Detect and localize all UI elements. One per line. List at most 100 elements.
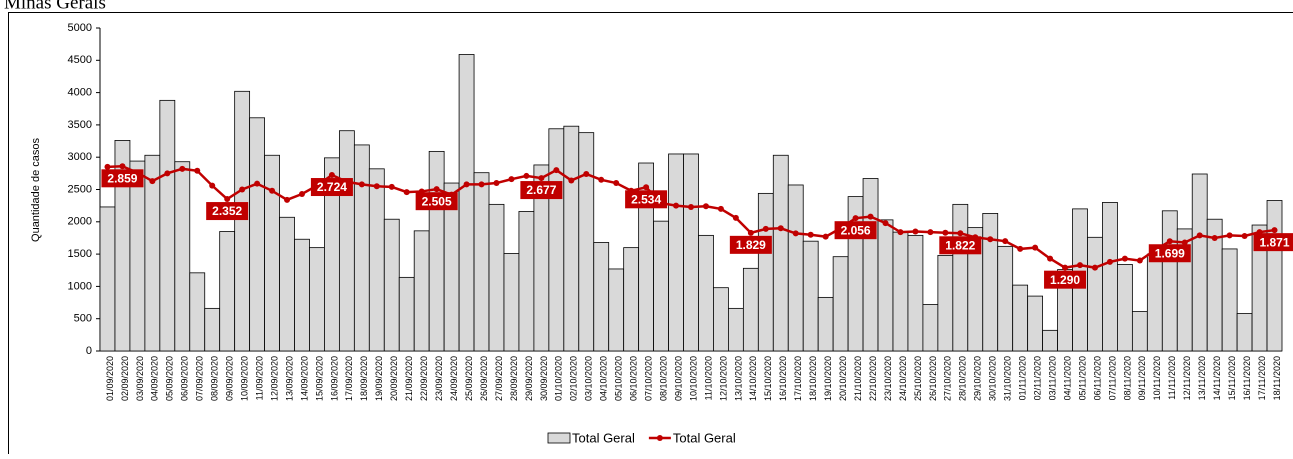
data-label: 2.677	[526, 183, 556, 197]
x-tick-label: 23/10/2020	[883, 356, 893, 401]
point	[987, 236, 993, 242]
bar	[713, 288, 728, 351]
point	[194, 168, 200, 174]
bar	[1267, 200, 1282, 351]
point	[613, 180, 619, 186]
bar	[923, 304, 938, 351]
x-tick-label: 18/11/2020	[1272, 356, 1282, 400]
x-tick-label: 17/11/2020	[1257, 356, 1267, 400]
point	[897, 229, 903, 235]
bar	[190, 273, 205, 351]
data-label: 2.352	[212, 204, 242, 218]
x-tick-label: 16/09/2020	[329, 356, 339, 401]
point	[1122, 256, 1128, 262]
point	[1227, 232, 1233, 238]
bar	[414, 231, 429, 351]
bar	[743, 268, 758, 351]
point	[793, 230, 799, 236]
x-tick-label: 01/10/2020	[554, 356, 564, 401]
x-tick-label: 12/10/2020	[718, 356, 728, 401]
data-label: 1.822	[945, 238, 975, 252]
bar	[369, 169, 384, 351]
x-tick-label: 28/09/2020	[509, 356, 519, 401]
bar	[728, 308, 743, 351]
bar	[758, 193, 773, 351]
bar	[1117, 264, 1132, 351]
point	[927, 229, 933, 235]
y-tick-label: 3000	[68, 151, 92, 163]
x-tick-label: 22/09/2020	[419, 356, 429, 401]
point	[1107, 259, 1113, 265]
x-tick-label: 30/09/2020	[539, 356, 549, 401]
bar	[384, 219, 399, 351]
point	[673, 203, 679, 209]
chart-title: Minas Gerais	[4, 0, 106, 13]
bar	[519, 211, 534, 351]
x-tick-label: 05/09/2020	[165, 356, 175, 401]
point	[284, 197, 290, 203]
bar	[788, 185, 803, 351]
x-tick-label: 08/11/2020	[1122, 356, 1132, 400]
x-tick-label: 04/09/2020	[150, 356, 160, 401]
bar	[1192, 174, 1207, 351]
x-tick-label: 09/11/2020	[1137, 356, 1147, 400]
point	[957, 230, 963, 236]
point	[718, 206, 724, 212]
y-tick-label: 2500	[68, 183, 92, 195]
x-tick-label: 04/11/2020	[1062, 356, 1072, 400]
point	[568, 177, 574, 183]
point	[763, 226, 769, 232]
x-tick-label: 10/10/2020	[688, 356, 698, 401]
bar	[474, 173, 489, 351]
bar	[1013, 285, 1028, 351]
point	[1062, 265, 1068, 271]
x-tick-label: 10/09/2020	[240, 356, 250, 401]
point	[1047, 256, 1053, 262]
x-tick-label: 12/11/2020	[1182, 356, 1192, 400]
x-tick-label: 18/09/2020	[359, 356, 369, 401]
y-tick-label: 0	[86, 345, 92, 357]
x-tick-label: 01/11/2020	[1018, 356, 1028, 400]
x-tick-label: 15/09/2020	[314, 356, 324, 401]
bar	[295, 239, 310, 351]
x-tick-label: 05/11/2020	[1077, 356, 1087, 400]
x-tick-label: 25/09/2020	[464, 356, 474, 401]
y-tick-label: 5000	[68, 22, 92, 34]
x-tick-label: 05/10/2020	[614, 356, 624, 401]
x-tick-label: 06/11/2020	[1092, 356, 1102, 400]
bar	[938, 255, 953, 351]
x-tick-label: 08/10/2020	[658, 356, 668, 401]
bar	[698, 235, 713, 351]
bar	[429, 151, 444, 351]
bar	[339, 131, 354, 351]
bar	[1028, 296, 1043, 351]
x-tick-label: 08/09/2020	[210, 356, 220, 401]
point	[883, 220, 889, 226]
bar	[220, 231, 235, 351]
data-label: 2.859	[107, 171, 137, 185]
point	[823, 234, 829, 240]
bar	[1043, 330, 1058, 351]
point	[1032, 245, 1038, 251]
x-tick-label: 13/09/2020	[284, 356, 294, 401]
x-tick-label: 25/10/2020	[913, 356, 923, 401]
point	[553, 167, 559, 173]
point	[853, 215, 859, 221]
bar	[818, 297, 833, 351]
bar	[773, 155, 788, 351]
bar	[878, 220, 893, 351]
x-tick-label: 09/09/2020	[225, 356, 235, 401]
x-tick-label: 03/09/2020	[135, 356, 145, 401]
y-tick-label: 3500	[68, 119, 92, 131]
x-tick-label: 14/11/2020	[1212, 356, 1222, 400]
x-tick-label: 20/09/2020	[389, 356, 399, 401]
point	[464, 181, 470, 187]
data-label: 1.290	[1050, 273, 1080, 287]
x-tick-label: 22/10/2020	[868, 356, 878, 401]
x-tick-label: 02/11/2020	[1033, 356, 1043, 400]
x-tick-label: 23/09/2020	[434, 356, 444, 401]
x-tick-label: 06/10/2020	[629, 356, 639, 401]
point	[404, 189, 410, 195]
x-tick-label: 28/10/2020	[958, 356, 968, 401]
point	[359, 181, 365, 187]
